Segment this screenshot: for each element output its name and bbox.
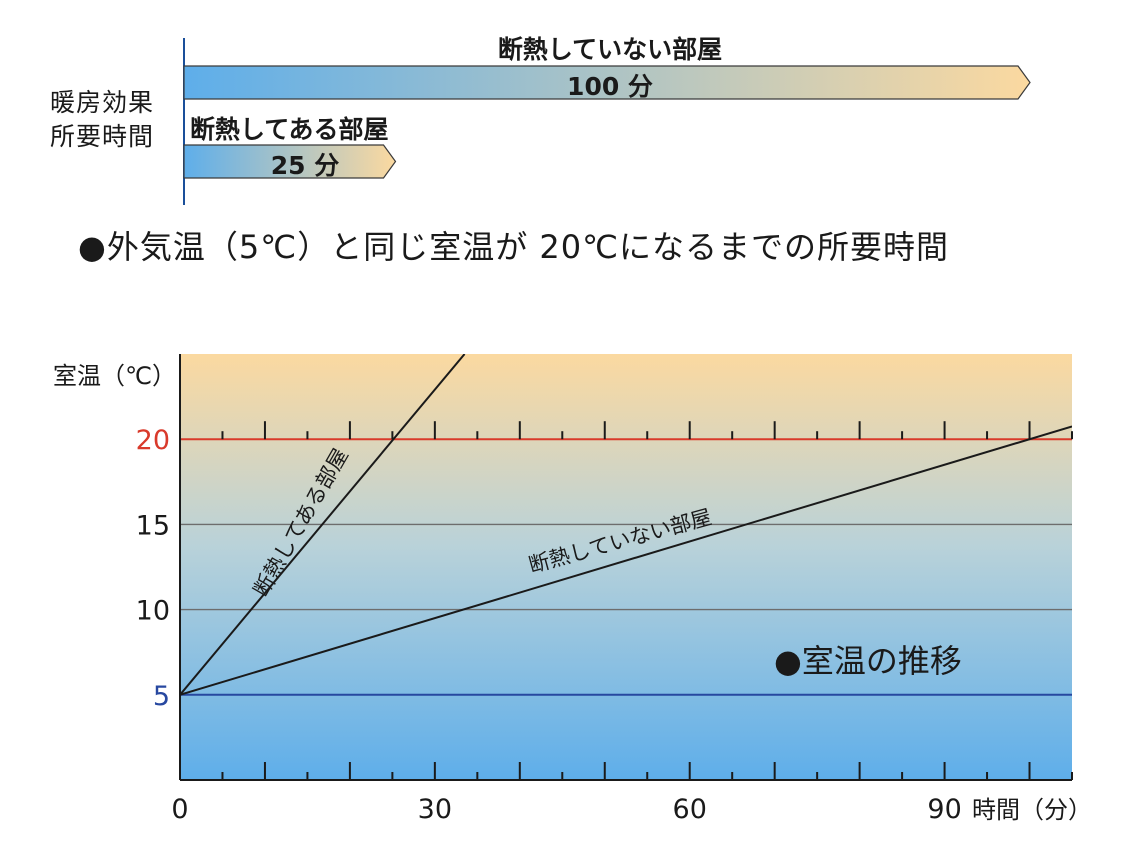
chart-annotation: ●室温の推移	[774, 642, 962, 680]
time-comparison-bar-chart: 断熱していない部屋 100 分 断熱してある部屋 25 分	[183, 35, 1031, 205]
axis-labels: 5 10 15 20 0 30 60 90	[136, 425, 962, 825]
series-line-uninsulated	[180, 425, 1072, 696]
bar-insulated	[183, 144, 397, 179]
grid-lines	[180, 438, 1072, 696]
series-lines	[180, 354, 1072, 696]
section-title: ●外気温（5℃）と同じ室温が 20℃になるまでの所要時間	[78, 228, 950, 266]
y-tick-label-20: 20	[136, 425, 170, 456]
y-axis-title: 室温（℃）	[53, 362, 176, 390]
bar-uninsulated	[183, 65, 1031, 100]
y-tick-label-15: 15	[136, 510, 170, 541]
category-label-line1: 暖房効果	[50, 88, 155, 117]
y-tick-label-5: 5	[153, 681, 170, 712]
bar-insulated-value: 25 分	[271, 151, 340, 180]
series-line-insulated	[180, 354, 466, 696]
bar-uninsulated-label: 断熱していない部屋	[498, 35, 722, 64]
x-tick-label-60: 60	[673, 794, 707, 825]
x-tick-label-0: 0	[171, 794, 188, 825]
category-label-line2: 所要時間	[50, 122, 155, 151]
x-tick-label-90: 90	[927, 794, 961, 825]
y-tick-label-10: 10	[136, 596, 170, 627]
plot-area	[180, 354, 1072, 780]
x-tick-label-30: 30	[418, 794, 452, 825]
bar-uninsulated-value: 100 分	[567, 72, 653, 101]
tick-marks	[221, 421, 1073, 780]
x-axis-title: 時間（分）	[972, 796, 1092, 824]
category-label: 暖房効果 所要時間	[50, 86, 176, 154]
bar-insulated-label: 断熱してある部屋	[190, 115, 389, 144]
